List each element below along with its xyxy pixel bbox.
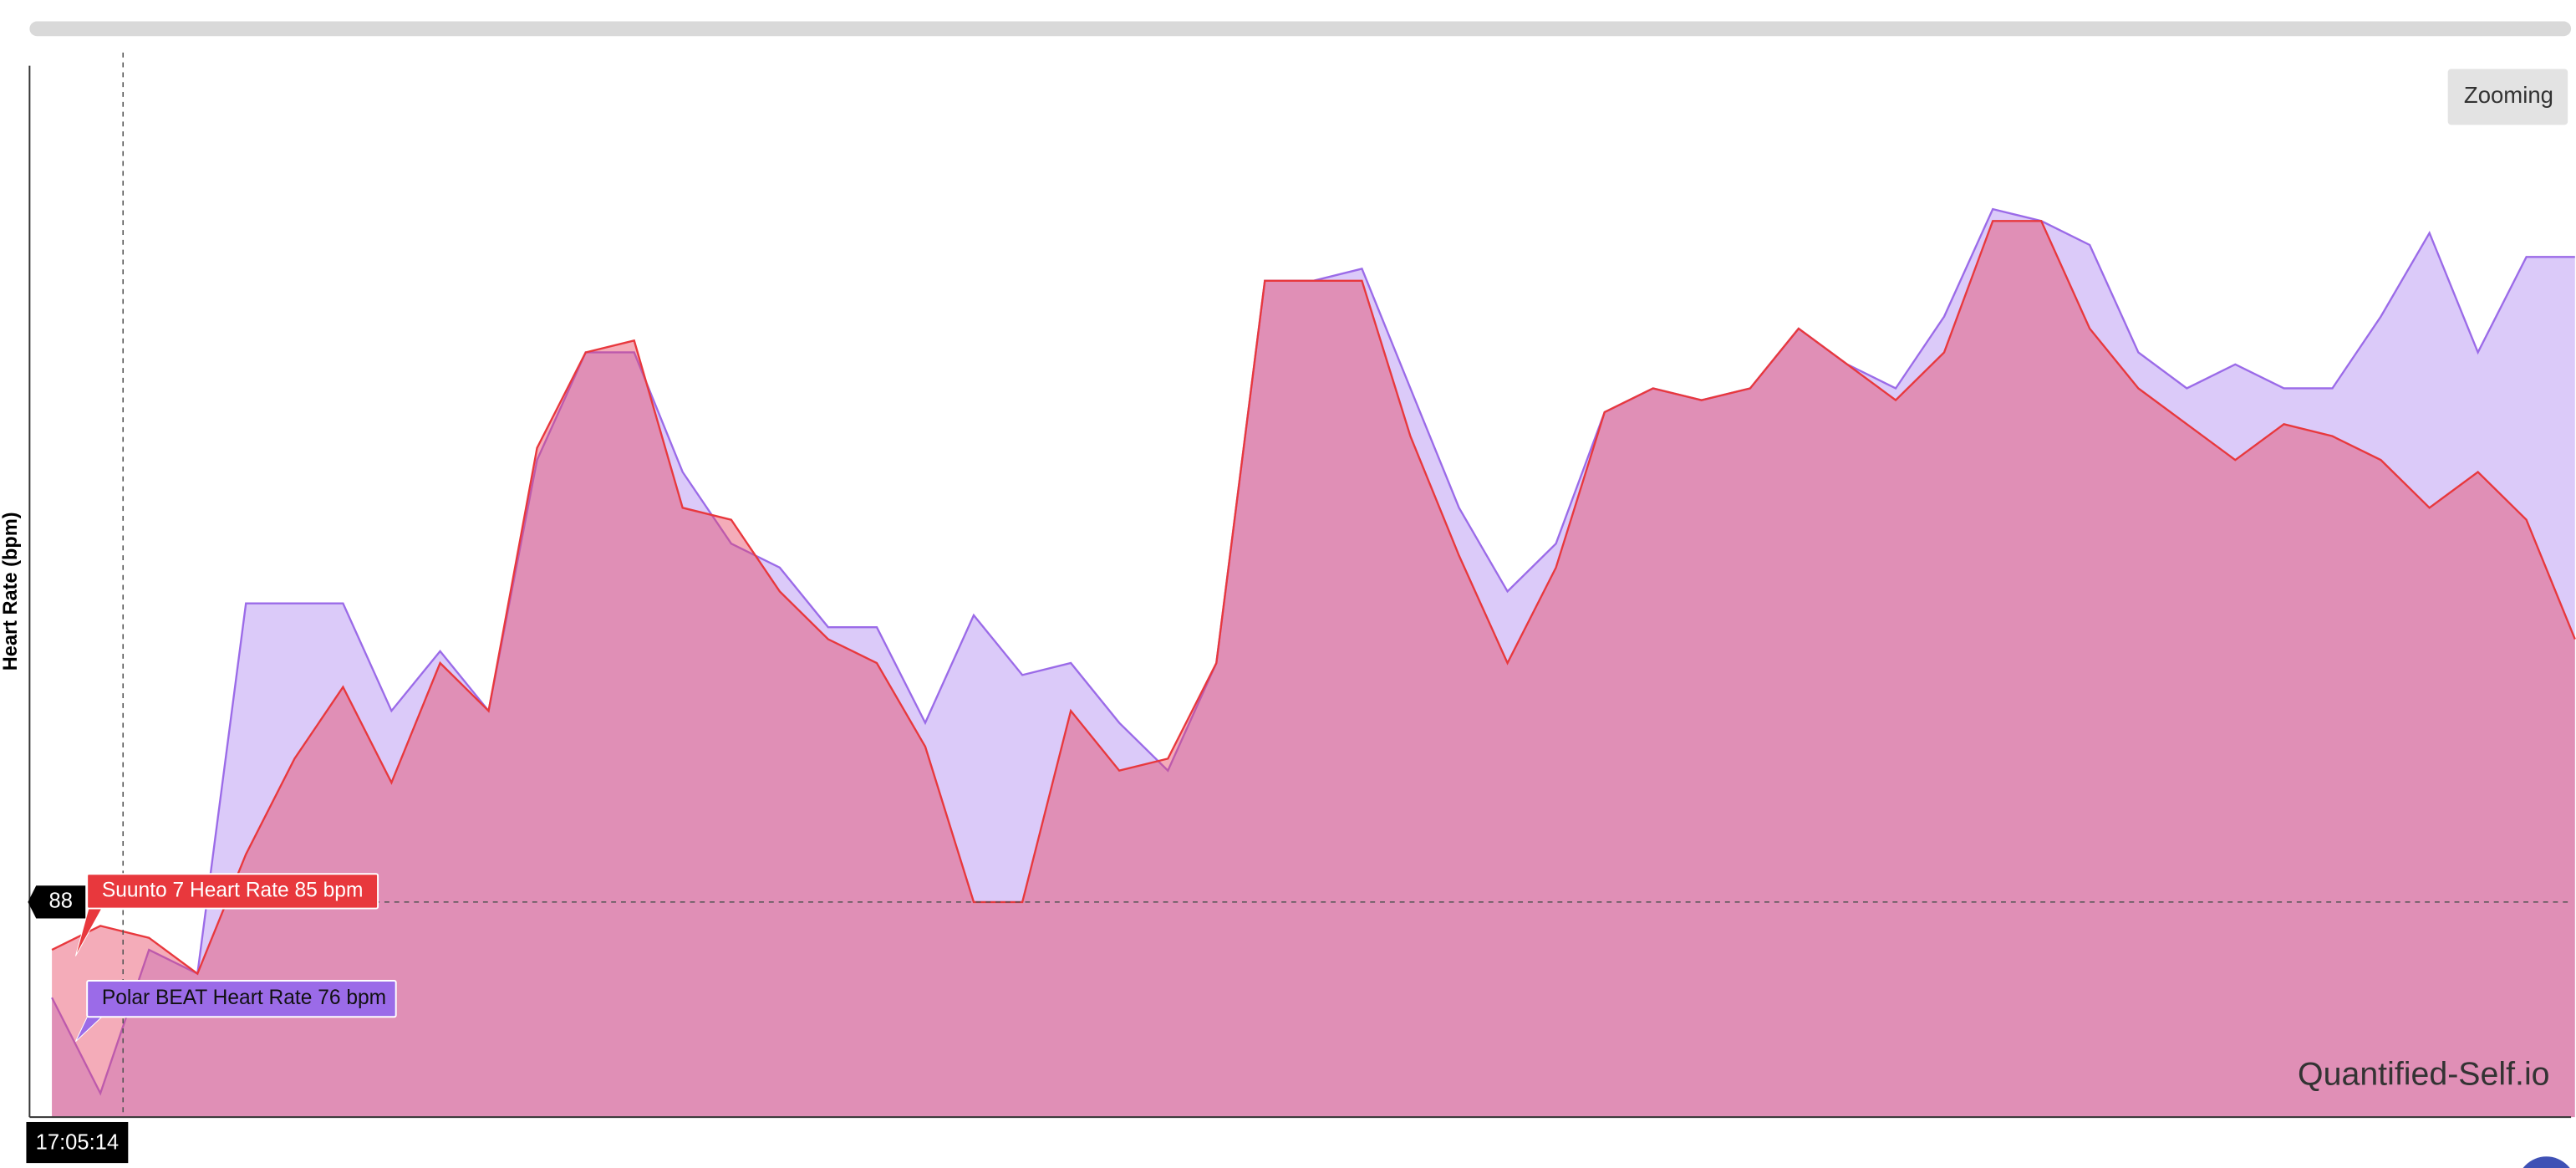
tooltip-box bbox=[86, 980, 397, 1018]
crosshair-x-label: 17:05:14 bbox=[36, 1130, 119, 1154]
fab-button[interactable] bbox=[2517, 1156, 2576, 1168]
zoom-button[interactable] bbox=[2447, 69, 2568, 125]
watermark: Quantified-Self.io bbox=[2298, 1055, 2550, 1092]
areas bbox=[51, 207, 2576, 1118]
tooltip-pointer bbox=[74, 901, 103, 956]
crosshair-y-box bbox=[28, 885, 86, 919]
tooltip-text: Suunto 7 Heart Rate 85 bpm bbox=[102, 879, 364, 901]
crosshair-x-box bbox=[26, 1121, 129, 1164]
scrollbar[interactable] bbox=[29, 21, 2572, 37]
area-fill bbox=[52, 221, 2575, 1118]
crosshair-y-label: 88 bbox=[49, 890, 73, 913]
overlay: 88 17:05:14 Suunto 7 Heart Rate 85 bpm Pola… bbox=[26, 52, 2572, 1164]
zoom-button-label[interactable]: Zooming bbox=[2464, 82, 2553, 108]
tooltip-text: Polar BEAT Heart Rate 76 bpm bbox=[102, 987, 386, 1009]
tooltip-pointer bbox=[74, 1010, 103, 1043]
area-fill bbox=[52, 209, 2575, 1118]
y-axis-title: Heart Rate (bpm) bbox=[0, 512, 21, 671]
series-line bbox=[51, 220, 2576, 976]
tooltip-box bbox=[86, 873, 379, 910]
